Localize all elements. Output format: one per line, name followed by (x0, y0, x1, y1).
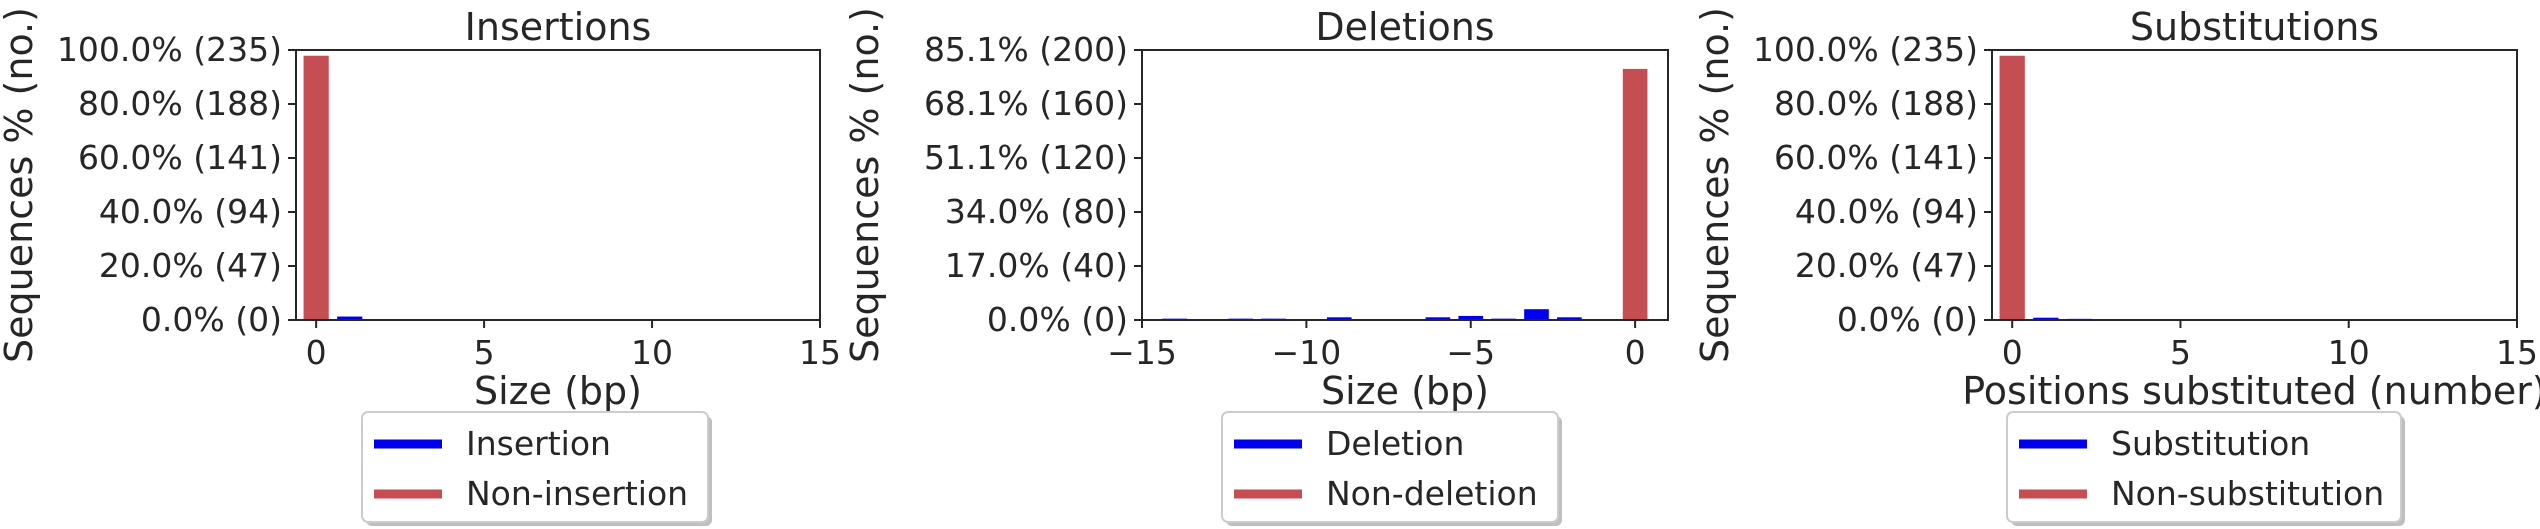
chart-panel-1: 0.0% (0) 17.0% (40) 34.0% (80) 51.1% (120) 6… (843, 5, 1669, 526)
bar-deletion (1326, 317, 1352, 320)
y-tick-label: 40.0% (94) (99, 192, 282, 231)
bar-deletion (1458, 315, 1484, 320)
x-axis-label: Size (bp) (1321, 369, 1489, 413)
legend-label: Substitution (2111, 424, 2310, 463)
chart-panel-0: 0.0% (0) 20.0% (47) 40.0% (94) 60.0% (141) 8… (0, 5, 841, 526)
y-axis-label: Sequences % (no.) (1693, 7, 1737, 363)
y-tick-label: 60.0% (141) (78, 138, 282, 177)
legend-box (361, 411, 709, 523)
y-tick-label: 0.0% (0) (141, 300, 282, 339)
y-tick-label: 80.0% (188) (1774, 84, 1978, 123)
legend: Insertion Non-insertion (361, 411, 712, 526)
chart-title: Insertions (465, 5, 652, 49)
y-tick-label: 20.0% (47) (1795, 246, 1978, 285)
bar-deletion (1425, 317, 1451, 320)
y-tick-label: 85.1% (200) (924, 30, 1128, 69)
x-tick-label: 10 (631, 333, 673, 372)
y-tick-label: 0.0% (0) (1837, 300, 1978, 339)
y-tick-label: 100.0% (235) (1753, 30, 1978, 69)
x-axis-label: Size (bp) (474, 369, 642, 413)
y-tick-label: 17.0% (40) (945, 246, 1128, 285)
legend-label: Deletion (1326, 424, 1464, 463)
legend-label: Non-insertion (466, 474, 688, 513)
chart-title: Substitutions (2130, 5, 2379, 49)
x-tick-label: 15 (799, 333, 841, 372)
y-tick-label: 68.1% (160) (924, 84, 1128, 123)
bar-insertion (337, 316, 363, 320)
x-tick-label: 0 (2002, 333, 2023, 372)
y-tick-label: 0.0% (0) (987, 300, 1128, 339)
bar-non-insertion (303, 55, 329, 320)
legend-label: Insertion (466, 424, 611, 463)
x-tick-label: 0 (1625, 333, 1646, 372)
y-tick-label: 40.0% (94) (1795, 192, 1978, 231)
bar-deletion (1524, 309, 1549, 320)
x-tick-label: −5 (1446, 333, 1495, 372)
y-tick-label: 51.1% (120) (924, 138, 1128, 177)
bar-non-deletion (1622, 68, 1648, 321)
legend-box (1221, 411, 1559, 523)
x-tick-label: 10 (2328, 333, 2370, 372)
x-tick-label: 5 (2170, 333, 2191, 372)
bar-substitution (2033, 317, 2059, 320)
y-axis-label: Sequences % (no.) (843, 7, 887, 363)
x-tick-label: −15 (1107, 333, 1177, 372)
legend-box (2006, 411, 2402, 523)
legend-label: Non-substitution (2111, 474, 2384, 513)
plot-frame (1991, 49, 2518, 321)
legend: Substitution Non-substitution (2006, 411, 2405, 526)
plot-frame (295, 49, 821, 321)
legend: Deletion Non-deletion (1221, 411, 1562, 526)
y-axis-label: Sequences % (no.) (0, 7, 41, 363)
y-tick-label: 20.0% (47) (99, 246, 282, 285)
x-tick-label: 5 (474, 333, 495, 372)
plot-frame (1141, 49, 1669, 321)
chart-title: Deletions (1315, 5, 1494, 49)
x-tick-label: 15 (2496, 333, 2538, 372)
y-tick-label: 34.0% (80) (945, 192, 1128, 231)
chart-panel-2: 0.0% (0) 20.0% (47) 40.0% (94) 60.0% (141) 8… (1693, 5, 2540, 526)
y-tick-label: 60.0% (141) (1774, 138, 1978, 177)
y-tick-label: 100.0% (235) (57, 30, 282, 69)
bar-non-substitution (1999, 55, 2025, 320)
x-tick-label: 0 (306, 333, 327, 372)
legend-label: Non-deletion (1326, 474, 1538, 513)
x-tick-label: −10 (1272, 333, 1342, 372)
bar-deletion (1557, 317, 1582, 320)
y-tick-label: 80.0% (188) (78, 84, 282, 123)
x-axis-label: Positions substituted (number) (1962, 369, 2540, 413)
